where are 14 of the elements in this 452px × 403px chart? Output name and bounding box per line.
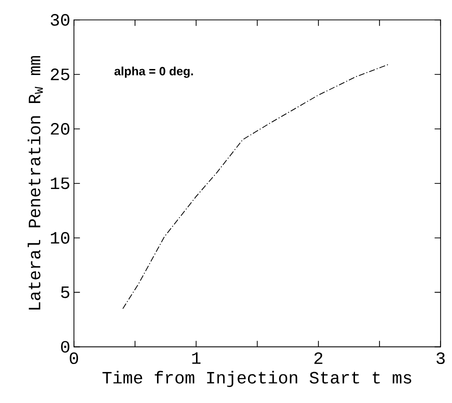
annotation: alpha = 0 deg. (114, 66, 193, 78)
x-tick-label: 2 (314, 352, 322, 364)
y-axis-title: Lateral Penetration R$_{W}$ mm (28, 56, 43, 310)
y-tick-label: 25 (50, 68, 70, 80)
x-axis-title: Time from Injection Start t ms (102, 371, 412, 388)
y-tick-label: 15 (50, 178, 70, 190)
x-tick-label: 1 (192, 352, 200, 364)
y-tick-label: 5 (61, 286, 70, 298)
x-tick-label: 3 (436, 352, 445, 364)
x-tick-label: 0 (70, 352, 78, 364)
y-tick-label: 10 (50, 232, 70, 244)
y-tick-label: 20 (50, 123, 70, 135)
y-tick-label: 30 (50, 14, 70, 26)
y-tick-label: 0 (61, 341, 70, 353)
